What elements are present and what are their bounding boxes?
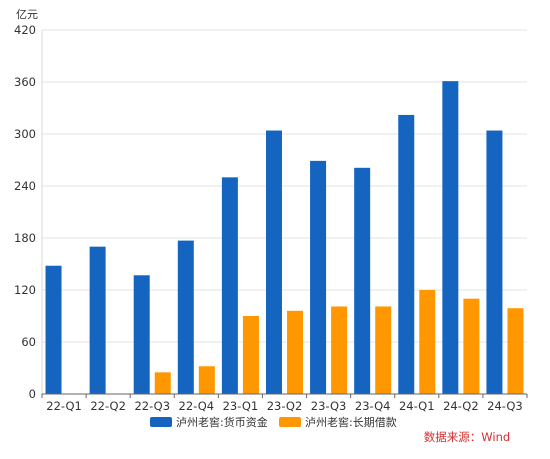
legend-label: 泸州老窖:货币资金: [176, 415, 268, 429]
bar-cash: [265, 130, 282, 395]
axis-layer: 亿元 0 60 120 180 240 300 360 420 22-Q1 22-Q2 22-Q3 2…: [14, 8, 528, 413]
y-tick-label: 120: [14, 283, 36, 297]
x-tick-label: 23-Q3: [311, 399, 347, 413]
x-tick-label: 23-Q2: [267, 399, 303, 413]
x-tick-label: 22-Q1: [46, 399, 82, 413]
x-tick-label: 24-Q3: [487, 399, 523, 413]
bar-cash: [486, 130, 503, 395]
legend: 泸州老窖:货币资金 泸州老窖:长期借款: [150, 415, 397, 429]
x-tick-label: 23-Q4: [355, 399, 391, 413]
legend-label: 泸州老窖:长期借款: [305, 415, 397, 429]
y-tick-label: 420: [14, 23, 36, 37]
bar-cash: [133, 275, 150, 394]
bar-long-term-loan: [198, 366, 215, 394]
bar-long-term-loan: [375, 306, 392, 394]
legend-swatch: [150, 417, 172, 427]
x-tick-label: 22-Q4: [179, 399, 215, 413]
bar-cash: [177, 240, 194, 394]
y-tick-label: 0: [29, 387, 36, 401]
bar-long-term-loan: [154, 372, 171, 394]
y-tick-label: 360: [14, 75, 36, 89]
data-source-note: 数据来源：Wind: [424, 430, 510, 444]
bar-cash: [398, 114, 415, 394]
bar-long-term-loan: [331, 306, 348, 394]
x-tick-label: 22-Q2: [90, 399, 126, 413]
bar-cash: [89, 246, 106, 394]
y-tick-label: 180: [14, 231, 36, 245]
bar-long-term-loan: [507, 308, 524, 394]
bar-cash: [310, 160, 327, 394]
bar-long-term-loan: [242, 316, 259, 394]
y-unit-label: 亿元: [16, 8, 38, 21]
bars-layer: [45, 81, 524, 395]
x-tick-label: 24-Q2: [443, 399, 479, 413]
grid-layer: [42, 29, 527, 343]
y-tick-label: 60: [21, 335, 36, 349]
bar-cash: [442, 81, 459, 394]
bar-long-term-loan: [419, 290, 436, 394]
bar-cash: [221, 177, 238, 394]
bar-long-term-loan: [463, 298, 480, 394]
bar-long-term-loan: [287, 310, 304, 394]
legend-swatch: [279, 417, 301, 427]
y-tick-label: 240: [14, 179, 36, 193]
bar-cash: [45, 265, 62, 394]
x-tick-label: 22-Q3: [134, 399, 170, 413]
x-tick-label: 24-Q1: [399, 399, 435, 413]
bar-cash: [354, 167, 371, 394]
y-tick-label: 300: [14, 127, 36, 141]
x-tick-label: 23-Q1: [223, 399, 259, 413]
